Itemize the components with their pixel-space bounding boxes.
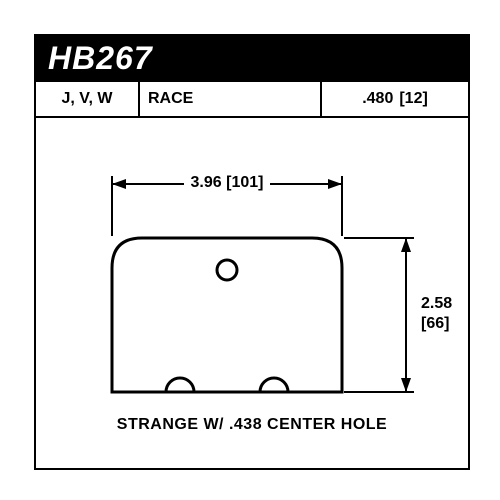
- center-hole: [217, 260, 237, 280]
- use-type: RACE: [140, 82, 328, 116]
- svg-text:[66]: [66]: [421, 315, 449, 332]
- pad-diagram: 3.96 [101]: [36, 118, 468, 466]
- spec-row: J, V, W RACE .480 [12]: [36, 82, 468, 118]
- spec-card: HB267 J, V, W RACE .480 [12]: [34, 34, 470, 470]
- width-in: 3.96: [191, 174, 222, 191]
- thickness-cell: .480 [12]: [320, 82, 468, 116]
- height-mm: 66: [426, 315, 444, 332]
- svg-text:2.58: 2.58: [421, 295, 452, 312]
- part-number: HB267: [48, 40, 153, 77]
- height-dimension: 2.58 [66]: [344, 238, 452, 392]
- width-dimension: 3.96 [101]: [112, 170, 342, 236]
- svg-text:3.96 [101]: 3.96 [101]: [191, 174, 264, 191]
- compound-codes: J, V, W: [36, 82, 140, 116]
- thickness-mm: [12]: [399, 90, 427, 108]
- width-mm: 101: [231, 174, 258, 191]
- header-bar: HB267: [36, 36, 468, 82]
- height-in: 2.58: [421, 295, 452, 312]
- thickness-in: .480: [362, 90, 393, 108]
- diagram-caption: STRANGE W/ .438 CENTER HOLE: [36, 416, 468, 434]
